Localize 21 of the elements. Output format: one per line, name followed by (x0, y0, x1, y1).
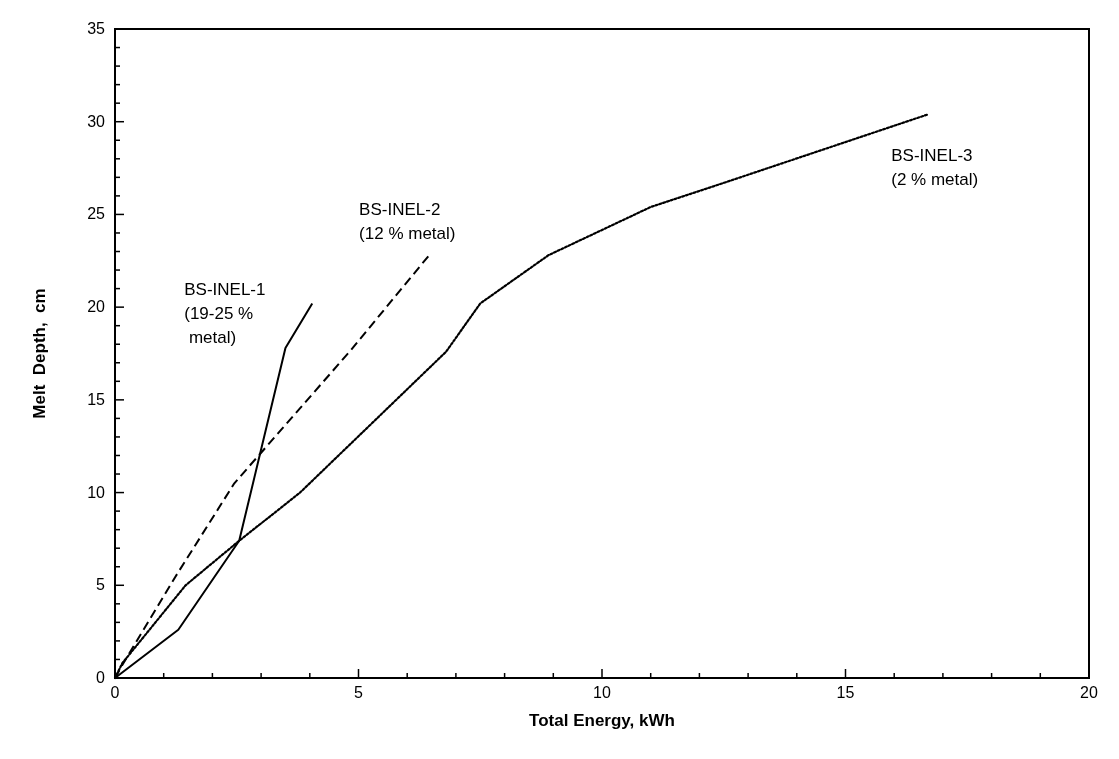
y-tick-label: 5 (96, 576, 106, 594)
y-tick-label: 10 (87, 483, 106, 501)
x-tick-label: 15 (836, 684, 855, 701)
text: BS-INEL-2 (359, 200, 441, 220)
x-tick-label: 20 (1080, 684, 1098, 701)
y-axis-title: Melt Depth, cm (30, 288, 49, 419)
x-tick-label: 0 (110, 684, 120, 701)
annotation: (12 % metal) (359, 224, 456, 244)
annotation: (19-25 % metal) (184, 304, 254, 348)
annotation: (2 % metal) (891, 170, 979, 190)
y-tick-label: 15 (87, 390, 106, 408)
y-tick-label: 0 (96, 669, 106, 686)
x-tick-label: 5 (354, 684, 364, 701)
series-label: BS-INEL-3 (891, 146, 973, 166)
y-tick-label: 20 (87, 298, 106, 316)
x-axis-title: Total Energy, kWh (529, 711, 675, 730)
y-tick-label: 35 (87, 20, 106, 37)
x-tick-label: 10 (593, 684, 611, 701)
y-tick-label: 25 (87, 205, 106, 223)
y-tick-label: 30 (87, 112, 106, 130)
text: BS-INEL-1 (184, 280, 266, 300)
